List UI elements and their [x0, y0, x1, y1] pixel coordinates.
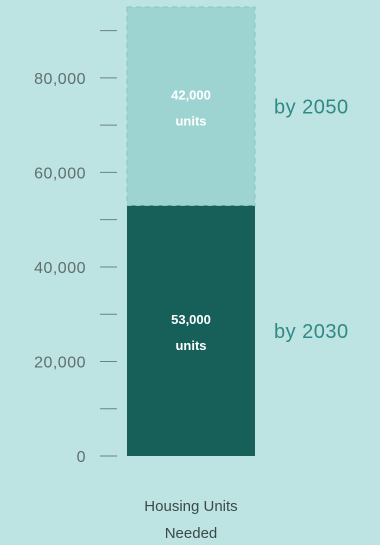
y-tick-label: 80,000 [34, 71, 86, 88]
bar-data-label: 53,000 [171, 312, 211, 327]
y-tick-label: 60,000 [34, 165, 86, 182]
y-tick-label: 0 [77, 449, 86, 466]
series-label: by 2030 [274, 321, 349, 343]
category-label: Housing Units [144, 498, 237, 515]
bar-data-label: units [175, 338, 206, 353]
category-label: Needed [165, 525, 218, 542]
series-label: by 2050 [274, 96, 349, 118]
bar-segment-by-2050 [126, 6, 256, 207]
bar-data-label: units [175, 113, 206, 128]
bar-data-label: 42,000 [171, 87, 211, 102]
bar-segment-by-2030 [127, 205, 255, 456]
y-tick-label: 40,000 [34, 260, 86, 277]
y-tick-label: 20,000 [34, 354, 86, 371]
